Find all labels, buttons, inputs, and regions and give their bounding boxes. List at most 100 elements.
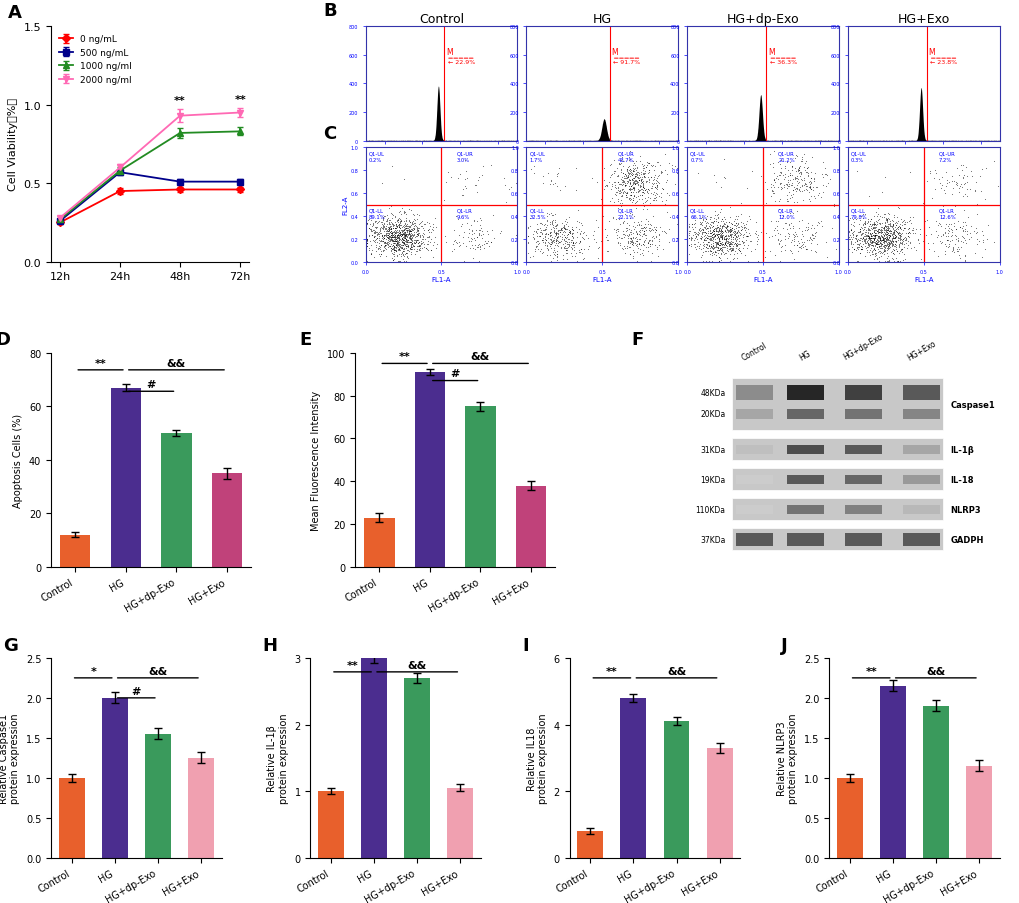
- Point: [622, 144, 638, 159]
- Point: [575, 251, 591, 265]
- Point: [541, 239, 557, 254]
- Point: [540, 237, 556, 251]
- Point: [620, 171, 636, 185]
- Point: [943, 223, 959, 237]
- Point: [874, 238, 891, 253]
- Point: [722, 244, 739, 258]
- Point: [889, 222, 905, 237]
- Point: [647, 173, 663, 188]
- Point: [874, 222, 891, 237]
- Point: [547, 221, 564, 236]
- Point: [363, 238, 379, 253]
- Point: [950, 248, 966, 263]
- Point: [871, 232, 888, 247]
- Point: [901, 236, 917, 250]
- Point: [882, 239, 899, 254]
- Point: [709, 225, 726, 239]
- Point: [719, 216, 736, 230]
- Point: [382, 241, 398, 256]
- Point: [614, 185, 631, 200]
- Point: [880, 212, 897, 227]
- Point: [396, 227, 413, 241]
- Point: [706, 228, 722, 243]
- Point: [374, 216, 390, 230]
- Point: [721, 236, 738, 250]
- Point: [779, 188, 795, 202]
- Point: [889, 245, 905, 259]
- Point: [713, 227, 730, 241]
- Point: [541, 226, 557, 240]
- Point: [548, 239, 565, 254]
- Point: [543, 217, 559, 231]
- Point: [717, 232, 734, 247]
- Point: [949, 235, 965, 249]
- Point: [689, 233, 705, 247]
- Point: [591, 241, 607, 256]
- Point: [392, 216, 409, 230]
- Point: [520, 247, 536, 261]
- Point: [864, 243, 880, 257]
- Point: [869, 229, 886, 244]
- Point: [395, 242, 412, 256]
- Point: [713, 236, 730, 250]
- Point: [641, 234, 657, 248]
- Point: [539, 231, 555, 246]
- Point: [359, 216, 375, 230]
- Point: [695, 233, 711, 247]
- Point: [621, 172, 637, 187]
- Point: [662, 162, 679, 176]
- Point: [532, 217, 548, 231]
- Point: [393, 242, 410, 256]
- Point: [542, 226, 558, 240]
- Point: [633, 175, 649, 190]
- Point: [818, 169, 835, 183]
- Point: [642, 170, 658, 184]
- Point: [659, 236, 676, 250]
- Point: [788, 149, 804, 163]
- Point: [555, 222, 572, 237]
- Point: [527, 226, 543, 240]
- Point: [704, 238, 720, 253]
- Point: [627, 178, 643, 192]
- Point: [878, 228, 895, 242]
- Point: [719, 224, 736, 238]
- Point: [647, 187, 663, 201]
- Point: [453, 218, 470, 232]
- Point: [945, 217, 961, 231]
- Point: [389, 243, 406, 257]
- Point: [373, 228, 389, 243]
- Point: [623, 189, 639, 203]
- Point: [625, 176, 641, 191]
- Point: [359, 214, 375, 228]
- Point: [933, 235, 950, 249]
- Point: [600, 214, 616, 228]
- Point: [855, 220, 871, 235]
- Point: [702, 239, 718, 254]
- Point: [637, 212, 653, 227]
- Point: [454, 182, 471, 197]
- Point: [754, 222, 770, 237]
- Point: [559, 232, 576, 247]
- Point: [704, 217, 720, 231]
- Text: ← 22.9%: ← 22.9%: [447, 60, 474, 65]
- Point: [366, 226, 382, 240]
- Point: [890, 247, 906, 261]
- Point: [403, 243, 419, 257]
- Point: [890, 200, 906, 215]
- Point: [718, 237, 735, 251]
- Point: [475, 241, 491, 256]
- Point: [709, 231, 726, 246]
- Point: [720, 254, 737, 268]
- Text: Q1-UL
0.2%: Q1-UL 0.2%: [368, 152, 384, 163]
- Point: [799, 170, 815, 184]
- Point: [886, 235, 902, 249]
- Point: [862, 213, 878, 228]
- Point: [877, 216, 894, 230]
- Point: [379, 232, 395, 247]
- Point: [392, 247, 409, 262]
- Point: [378, 219, 394, 234]
- Point: [901, 213, 917, 228]
- Point: [705, 223, 721, 237]
- Point: [635, 225, 651, 239]
- Point: [886, 224, 902, 238]
